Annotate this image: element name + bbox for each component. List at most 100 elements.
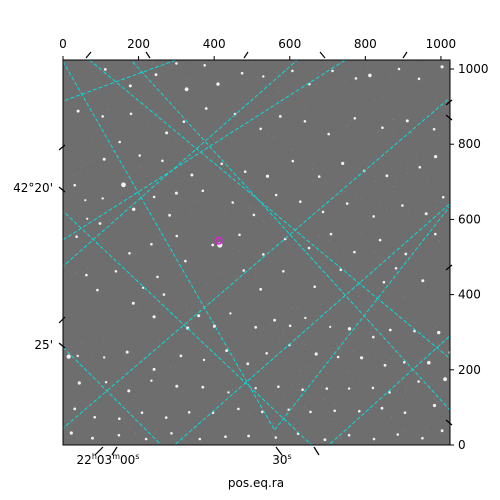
star <box>91 436 94 440</box>
noise-speck <box>200 372 202 374</box>
noise-speck <box>273 323 275 325</box>
noise-speck <box>71 392 73 394</box>
star <box>381 126 384 129</box>
noise-speck <box>447 101 449 103</box>
star <box>242 269 245 272</box>
noise-speck <box>303 342 305 344</box>
noise-speck <box>416 389 417 390</box>
noise-speck <box>130 218 131 220</box>
noise-speck <box>229 215 231 217</box>
noise-speck <box>319 345 321 347</box>
noise-speck <box>365 383 367 385</box>
noise-speck <box>271 331 273 333</box>
world-tick <box>58 186 66 193</box>
noise-speck <box>284 122 285 124</box>
noise-speck <box>333 383 334 385</box>
noise-speck <box>273 137 274 139</box>
noise-speck <box>140 308 142 310</box>
noise-speck <box>182 389 184 391</box>
noise-speck <box>111 214 113 216</box>
noise-speck <box>347 125 349 127</box>
world-tick <box>275 446 283 456</box>
noise-speck <box>318 99 320 101</box>
noise-speck <box>399 428 401 430</box>
noise-speck <box>320 295 322 297</box>
noise-speck <box>330 370 332 372</box>
noise-speck <box>372 353 374 355</box>
noise-speck <box>305 330 307 332</box>
noise-speck <box>374 309 376 311</box>
noise-speck <box>278 162 280 164</box>
star <box>76 354 79 358</box>
star <box>118 417 121 421</box>
noise-speck <box>257 210 259 212</box>
noise-speck <box>231 296 233 298</box>
noise-speck <box>343 269 345 270</box>
noise-speck <box>372 267 374 269</box>
noise-speck <box>234 395 236 397</box>
noise-speck <box>322 118 324 120</box>
noise-speck <box>416 98 418 100</box>
noise-speck <box>393 281 394 283</box>
noise-speck <box>67 442 69 444</box>
noise-speck <box>159 390 161 392</box>
star <box>175 62 178 65</box>
noise-speck <box>309 430 311 432</box>
noise-speck <box>380 428 382 430</box>
noise-speck <box>442 334 443 335</box>
noise-speck <box>373 125 375 127</box>
noise-speck <box>211 328 213 329</box>
noise-speck <box>206 181 207 183</box>
noise-speck <box>279 265 281 267</box>
star <box>443 377 447 382</box>
noise-speck <box>408 210 410 212</box>
noise-speck <box>119 280 121 282</box>
star <box>128 252 131 255</box>
star <box>277 385 280 389</box>
noise-speck <box>405 402 407 404</box>
noise-speck <box>170 182 172 184</box>
star <box>103 356 106 359</box>
plot-frame <box>62 59 451 446</box>
noise-speck <box>292 279 294 281</box>
noise-speck <box>268 98 270 100</box>
star <box>101 115 104 118</box>
noise-speck <box>156 387 158 388</box>
noise-speck <box>97 170 98 172</box>
noise-speck <box>216 68 218 70</box>
noise-speck <box>384 209 386 211</box>
noise-speck <box>363 148 365 150</box>
noise-speck <box>99 441 101 443</box>
noise-speck <box>190 310 192 312</box>
noise-speck <box>396 250 397 252</box>
noise-speck <box>109 340 111 342</box>
star <box>262 75 265 78</box>
noise-speck <box>208 95 210 97</box>
noise-speck <box>123 118 125 120</box>
noise-speck <box>314 215 315 217</box>
noise-speck <box>112 187 114 189</box>
noise-speck <box>94 361 96 363</box>
noise-speck <box>295 338 297 340</box>
noise-speck <box>170 261 171 263</box>
noise-speck <box>290 385 292 387</box>
noise-speck <box>411 132 413 134</box>
noise-speck <box>248 255 250 257</box>
noise-speck <box>64 167 66 169</box>
noise-speck <box>144 338 146 340</box>
noise-speck <box>327 180 329 182</box>
noise-speck <box>181 180 182 182</box>
noise-speck <box>202 227 204 229</box>
star <box>287 408 290 411</box>
noise-speck <box>126 385 128 387</box>
noise-speck <box>344 191 346 192</box>
noise-speck <box>186 236 187 238</box>
noise-speck <box>97 67 99 69</box>
y-tick-label: 1000 <box>458 62 489 76</box>
noise-speck <box>432 270 434 272</box>
star <box>323 438 327 442</box>
star <box>77 381 81 385</box>
noise-speck <box>217 150 219 152</box>
grid-line <box>274 205 450 431</box>
noise-speck <box>306 363 308 365</box>
